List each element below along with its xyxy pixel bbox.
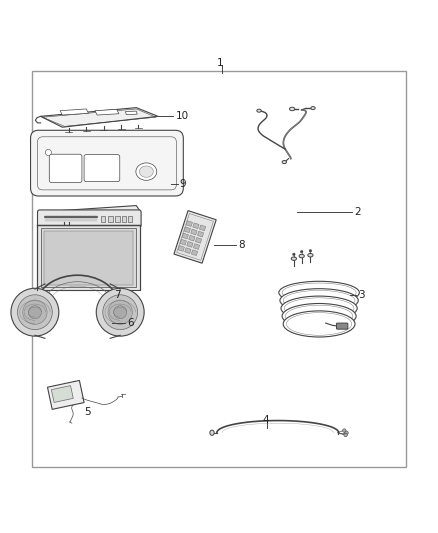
Polygon shape xyxy=(174,211,216,263)
Polygon shape xyxy=(189,235,195,241)
Polygon shape xyxy=(199,225,206,231)
Polygon shape xyxy=(95,109,119,115)
Text: 5: 5 xyxy=(84,407,91,417)
FancyBboxPatch shape xyxy=(49,157,78,181)
Polygon shape xyxy=(193,223,199,229)
Bar xyxy=(32,71,406,467)
Text: 8: 8 xyxy=(239,240,245,250)
Bar xyxy=(127,216,132,222)
FancyBboxPatch shape xyxy=(49,154,82,182)
Bar xyxy=(116,216,120,222)
Polygon shape xyxy=(184,227,191,233)
Circle shape xyxy=(11,288,59,336)
Ellipse shape xyxy=(257,109,261,112)
Text: 7: 7 xyxy=(115,290,121,300)
Text: 3: 3 xyxy=(358,290,365,300)
Ellipse shape xyxy=(282,160,286,164)
Polygon shape xyxy=(198,231,204,237)
Polygon shape xyxy=(60,109,88,115)
Ellipse shape xyxy=(311,107,315,110)
Text: 4: 4 xyxy=(262,415,269,425)
Circle shape xyxy=(96,288,144,336)
Text: 2: 2 xyxy=(354,207,360,217)
Text: 6: 6 xyxy=(127,318,134,328)
FancyBboxPatch shape xyxy=(336,323,348,329)
Circle shape xyxy=(114,305,127,319)
Polygon shape xyxy=(191,250,198,256)
Ellipse shape xyxy=(290,107,295,111)
FancyBboxPatch shape xyxy=(84,155,120,182)
Polygon shape xyxy=(125,111,137,115)
Text: 1: 1 xyxy=(217,58,223,68)
Circle shape xyxy=(18,295,52,329)
Polygon shape xyxy=(180,239,187,245)
Polygon shape xyxy=(187,241,193,247)
Circle shape xyxy=(28,305,42,319)
Polygon shape xyxy=(47,381,84,409)
Circle shape xyxy=(345,431,348,434)
Polygon shape xyxy=(195,237,201,243)
Bar xyxy=(109,216,113,222)
Ellipse shape xyxy=(136,163,157,180)
Ellipse shape xyxy=(308,254,313,257)
Polygon shape xyxy=(41,228,136,287)
Circle shape xyxy=(344,433,347,437)
Ellipse shape xyxy=(282,303,356,329)
Circle shape xyxy=(46,149,51,156)
Text: 9: 9 xyxy=(180,179,187,189)
Polygon shape xyxy=(44,231,133,285)
Ellipse shape xyxy=(280,289,358,312)
Polygon shape xyxy=(37,225,140,290)
Polygon shape xyxy=(191,229,197,235)
Polygon shape xyxy=(39,206,141,218)
Polygon shape xyxy=(186,221,192,227)
Polygon shape xyxy=(41,108,158,127)
FancyBboxPatch shape xyxy=(31,130,184,196)
Polygon shape xyxy=(182,233,188,239)
Bar xyxy=(121,216,126,222)
Ellipse shape xyxy=(299,254,304,258)
Polygon shape xyxy=(193,244,200,249)
Polygon shape xyxy=(51,385,73,402)
Ellipse shape xyxy=(281,296,357,320)
FancyBboxPatch shape xyxy=(38,210,141,228)
Polygon shape xyxy=(185,248,191,254)
Circle shape xyxy=(300,251,303,253)
Bar xyxy=(101,216,106,222)
Ellipse shape xyxy=(291,257,297,261)
Text: 10: 10 xyxy=(176,111,189,122)
Ellipse shape xyxy=(279,281,359,304)
Polygon shape xyxy=(178,246,184,252)
Ellipse shape xyxy=(210,430,214,435)
Circle shape xyxy=(343,429,346,432)
Ellipse shape xyxy=(139,166,153,177)
Circle shape xyxy=(309,249,312,252)
Circle shape xyxy=(23,300,47,325)
Circle shape xyxy=(293,253,295,256)
Ellipse shape xyxy=(283,311,355,337)
Circle shape xyxy=(108,300,132,325)
Circle shape xyxy=(103,295,138,329)
